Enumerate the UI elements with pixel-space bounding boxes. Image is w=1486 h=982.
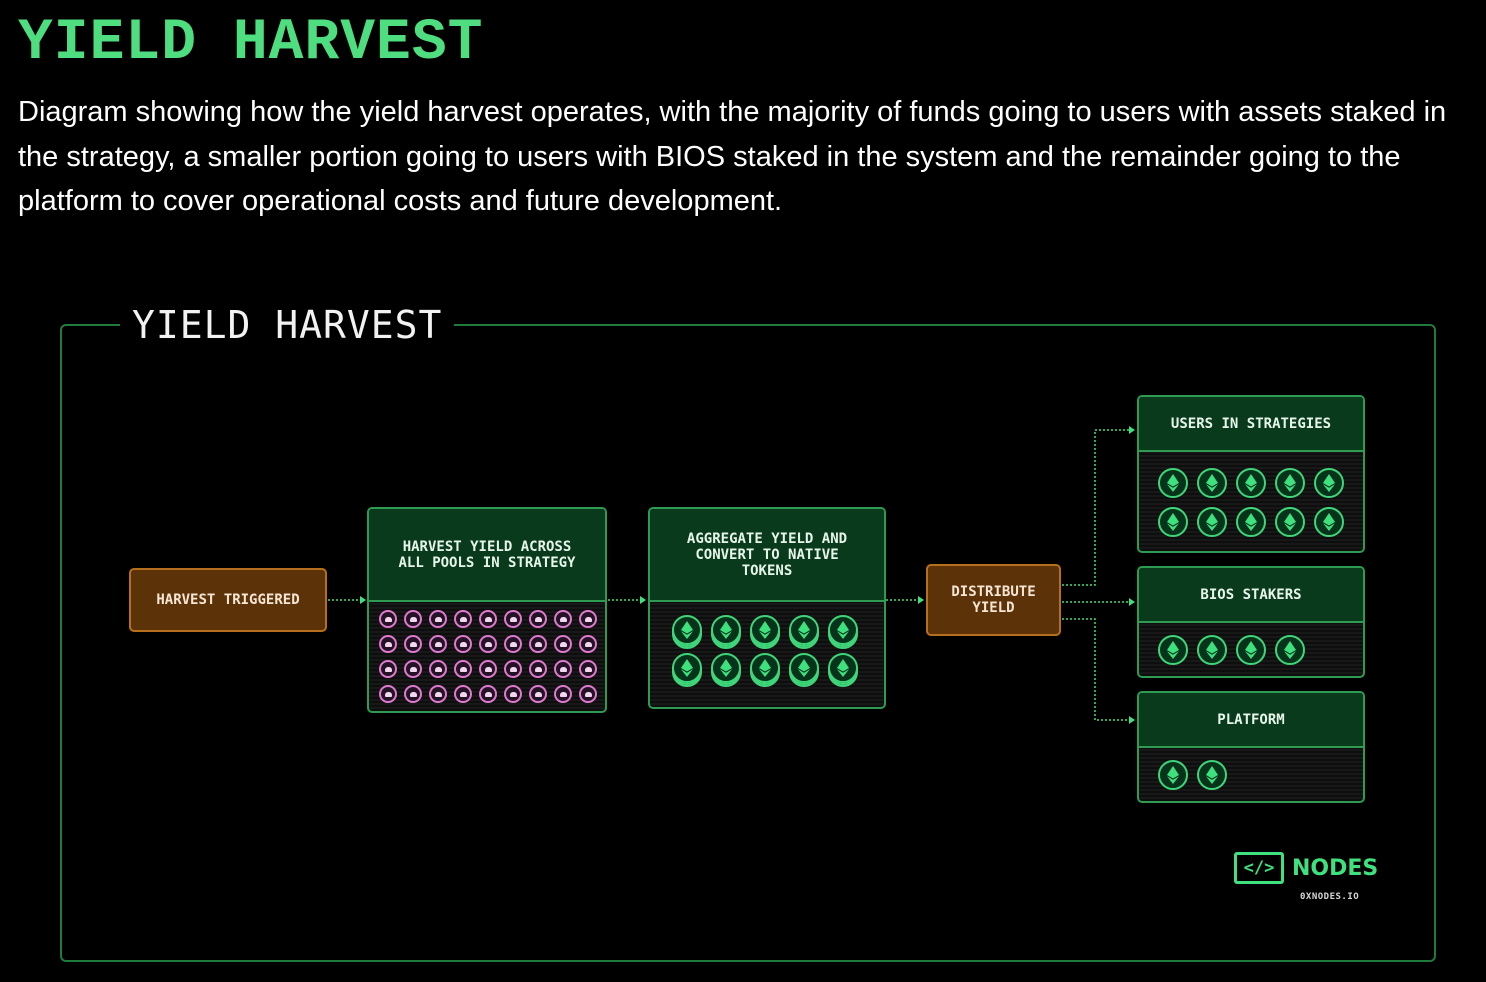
bios-stakers-box: BIOS STAKERS — [1137, 566, 1365, 678]
platform-label: PLATFORM — [1217, 711, 1285, 728]
pool-token-icon — [454, 635, 472, 653]
eth-coin-icon — [1236, 468, 1266, 498]
pool-token-icon — [454, 660, 472, 678]
eth-coin-icon — [1197, 635, 1227, 665]
pool-token-icon — [504, 635, 522, 653]
harvest-yield-box: HARVEST YIELD ACROSS ALL POOLS IN STRATE… — [367, 507, 607, 713]
pool-token-icon — [429, 610, 447, 628]
aggregate-yield-label: AGGREGATE YIELD AND CONVERT TO NATIVE TO… — [686, 530, 848, 579]
pool-token-icon — [554, 660, 572, 678]
eth-coin-stack-icon — [828, 615, 858, 649]
distribute-yield-label: DISTRIBUTE YIELD — [951, 584, 1036, 616]
eth-coin-icon — [1314, 507, 1344, 537]
pool-token-icon — [579, 685, 597, 703]
logo-wordmark: NODES — [1292, 855, 1379, 881]
pool-token-icon — [554, 610, 572, 628]
pool-token-icon — [554, 635, 572, 653]
eth-coin-stack-icon — [672, 615, 702, 649]
diagram-frame — [60, 324, 1436, 962]
eth-coin-icon — [1197, 468, 1227, 498]
eth-coin-stack-icon — [789, 615, 819, 649]
pool-token-icon — [504, 660, 522, 678]
pool-token-icon — [529, 660, 547, 678]
harvest-triggered-label: HARVEST TRIGGERED — [156, 592, 300, 608]
pool-token-icon — [429, 635, 447, 653]
pool-token-icon — [529, 685, 547, 703]
pool-token-icon — [504, 610, 522, 628]
pool-token-icon — [579, 610, 597, 628]
eth-coin-stack-icon — [750, 653, 780, 687]
logo-url: 0XNODES.IO — [1300, 892, 1360, 902]
pool-token-icon — [454, 610, 472, 628]
eth-coin-stack-icon — [711, 615, 741, 649]
pool-token-icon — [554, 685, 572, 703]
page-description: Diagram showing how the yield harvest op… — [18, 96, 1447, 217]
nodes-logo: </> NODES — [1234, 852, 1378, 884]
eth-coin-stack-icon — [711, 653, 741, 687]
eth-coin-stack-icon — [672, 653, 702, 687]
pool-token-icon — [404, 610, 422, 628]
eth-coin-icon — [1236, 507, 1266, 537]
eth-coin-icon — [1158, 635, 1188, 665]
harvest-yield-label: HARVEST YIELD ACROSS ALL POOLS IN STRATE… — [398, 538, 576, 571]
eth-coin-icon — [1197, 507, 1227, 537]
harvest-yield-header: HARVEST YIELD ACROSS ALL POOLS IN STRATE… — [369, 509, 605, 602]
pool-token-icon — [429, 685, 447, 703]
eth-coin-stack-icon — [828, 653, 858, 687]
native-token-grid — [672, 615, 858, 687]
pool-token-icon — [479, 610, 497, 628]
platform-token-grid — [1158, 760, 1227, 790]
pool-token-icon — [504, 685, 522, 703]
eth-coin-icon — [1275, 507, 1305, 537]
eth-coin-icon — [1275, 468, 1305, 498]
pool-token-icon — [579, 660, 597, 678]
platform-box: PLATFORM — [1137, 691, 1365, 803]
users-in-strategies-header: USERS IN STRATEGIES — [1139, 397, 1363, 452]
bios-stakers-label: BIOS STAKERS — [1200, 586, 1302, 603]
pool-token-icon — [379, 685, 397, 703]
users-in-strategies-label: USERS IN STRATEGIES — [1170, 415, 1332, 432]
pool-token-icon — [479, 635, 497, 653]
users-in-strategies-box: USERS IN STRATEGIES — [1137, 395, 1365, 553]
page-title: YIELD HARVEST — [18, 11, 484, 76]
eth-coin-stack-icon — [789, 653, 819, 687]
pool-token-icon — [404, 635, 422, 653]
eth-coin-icon — [1158, 760, 1188, 790]
eth-coin-stack-icon — [750, 615, 780, 649]
eth-coin-icon — [1197, 760, 1227, 790]
pool-token-icon — [379, 610, 397, 628]
pool-token-icon — [479, 685, 497, 703]
pool-token-icon — [529, 635, 547, 653]
distribute-yield-box: DISTRIBUTE YIELD — [926, 564, 1061, 636]
pool-token-icon — [404, 685, 422, 703]
pool-token-icon — [529, 610, 547, 628]
pool-token-icon — [454, 685, 472, 703]
pool-token-grid — [379, 610, 597, 703]
eth-coin-icon — [1314, 468, 1344, 498]
platform-header: PLATFORM — [1139, 693, 1363, 748]
pool-token-icon — [379, 660, 397, 678]
pool-token-icon — [404, 660, 422, 678]
code-brackets-icon: </> — [1234, 852, 1284, 884]
eth-coin-icon — [1158, 507, 1188, 537]
eth-coin-icon — [1158, 468, 1188, 498]
harvest-triggered-box: HARVEST TRIGGERED — [129, 568, 327, 632]
aggregate-yield-header: AGGREGATE YIELD AND CONVERT TO NATIVE TO… — [650, 509, 884, 602]
bios-stakers-header: BIOS STAKERS — [1139, 568, 1363, 623]
pool-token-icon — [579, 635, 597, 653]
bios-token-grid — [1158, 635, 1305, 665]
eth-coin-icon — [1236, 635, 1266, 665]
users-token-grid — [1158, 468, 1344, 537]
pool-token-icon — [479, 660, 497, 678]
eth-coin-icon — [1275, 635, 1305, 665]
aggregate-yield-box: AGGREGATE YIELD AND CONVERT TO NATIVE TO… — [648, 507, 886, 709]
diagram-title: YIELD HARVEST — [120, 302, 455, 348]
pool-token-icon — [379, 635, 397, 653]
pool-token-icon — [429, 660, 447, 678]
